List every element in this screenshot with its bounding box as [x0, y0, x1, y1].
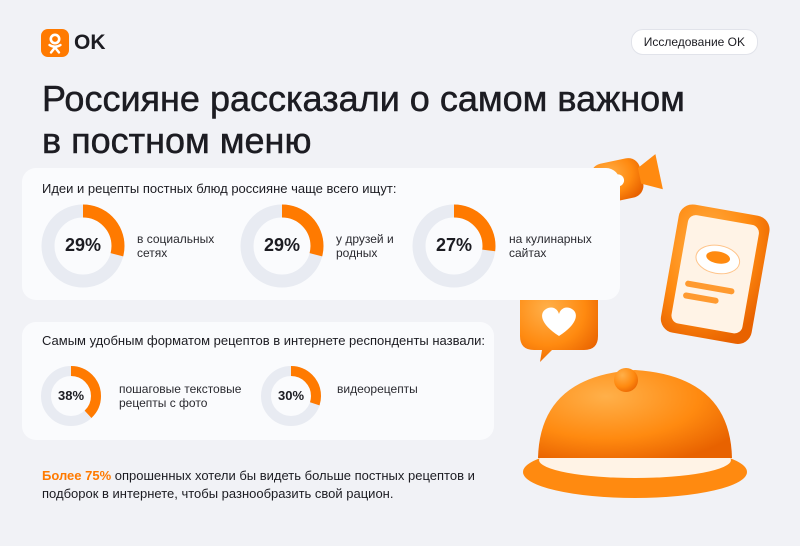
logo: [41, 29, 69, 57]
donut-segment: [412, 204, 496, 288]
card: [22, 322, 494, 440]
category-label: видеорецепты: [337, 382, 418, 396]
donut-segment: [240, 204, 324, 288]
donut: [412, 204, 496, 288]
donut: [240, 204, 324, 288]
card-title: Самым удобным форматом рецептов в интерн…: [42, 333, 486, 348]
donut-segment: [41, 204, 125, 288]
category-label: пошаговые текстовые рецепты с фото: [119, 382, 242, 410]
donut-segment: [261, 366, 321, 426]
footer-text: опрошенных хотели бы видеть больше постн…: [42, 468, 475, 501]
badge: Исследование OK: [630, 29, 758, 55]
brand: OK: [74, 31, 106, 54]
donut-value-label: 30%: [277, 388, 305, 404]
donut: [41, 366, 101, 426]
donut-value-label: 29%: [64, 235, 102, 256]
footer-highlight: Более 75%: [42, 468, 112, 483]
donut-value-label: 27%: [435, 235, 473, 256]
donut-value-label: 29%: [263, 235, 301, 256]
donut-value-label: 38%: [57, 388, 85, 404]
category-label: у друзей и родных: [336, 232, 394, 260]
donut-segment: [41, 366, 101, 426]
headline-line: в постном меню: [42, 120, 312, 162]
card-title: Идеи и рецепты постных блюд россияне чащ…: [42, 181, 397, 196]
category-label: в социальных сетях: [137, 232, 215, 260]
category-label: на кулинарных сайтах: [509, 232, 592, 260]
donut: [261, 366, 321, 426]
donut: [41, 204, 125, 288]
footer: Более 75% опрошенных хотели бы видеть бо…: [42, 467, 502, 503]
illustration: [520, 154, 770, 498]
headline-line: Россияне рассказали о самом важном: [42, 78, 685, 120]
headline: Россияне рассказали о самом важном в пос…: [42, 78, 685, 162]
